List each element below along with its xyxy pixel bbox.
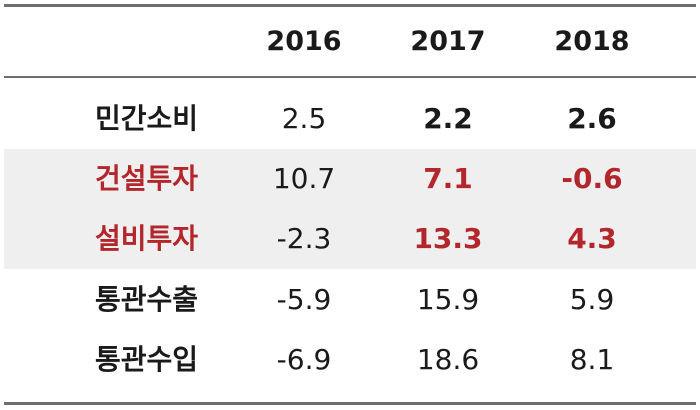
table-row-imports: 통관수입 -6.9 18.6 8.1 [4, 330, 696, 390]
cell-2016: 2.5 [281, 102, 327, 135]
cell-2017: 2.2 [423, 102, 473, 135]
table-row-private-consumption: 민간소비 2.5 2.2 2.6 [4, 89, 696, 149]
row-label: 건설투자 [94, 162, 199, 195]
cell-2017: 15.9 [416, 283, 480, 316]
table-top-rule [4, 4, 696, 7]
cell-2018: 8.1 [569, 343, 615, 376]
row-label: 통관수입 [94, 343, 199, 376]
row-label: 통관수출 [94, 283, 199, 316]
header-cell-2017: 2017 [410, 26, 486, 57]
table-bottom-rule [4, 402, 696, 405]
row-label: 민간소비 [94, 102, 199, 135]
table-header-row: 2016 2017 2018 [4, 12, 696, 72]
cell-2017: 13.3 [413, 222, 483, 255]
cell-2016: -6.9 [276, 343, 332, 376]
cell-2018: 4.3 [567, 222, 617, 255]
cell-2018: 2.6 [567, 102, 617, 135]
cell-2016: -2.3 [276, 222, 332, 255]
table-row-construction-investment: 건설투자 10.7 7.1 -0.6 [4, 149, 696, 209]
cell-2017: 7.1 [423, 162, 473, 195]
header-cell-2016: 2016 [266, 26, 342, 57]
header-cell-2018: 2018 [554, 26, 630, 57]
cell-2016: 10.7 [272, 162, 336, 195]
cell-2016: -5.9 [276, 283, 332, 316]
row-label: 설비투자 [94, 222, 199, 255]
cell-2018: 5.9 [569, 283, 615, 316]
cell-2017: 18.6 [416, 343, 480, 376]
table-header-rule [4, 76, 696, 78]
table-row-facility-investment: 설비투자 -2.3 13.3 4.3 [4, 209, 696, 269]
table-row-exports: 통관수출 -5.9 15.9 5.9 [4, 270, 696, 330]
cell-2018: -0.6 [561, 162, 623, 195]
